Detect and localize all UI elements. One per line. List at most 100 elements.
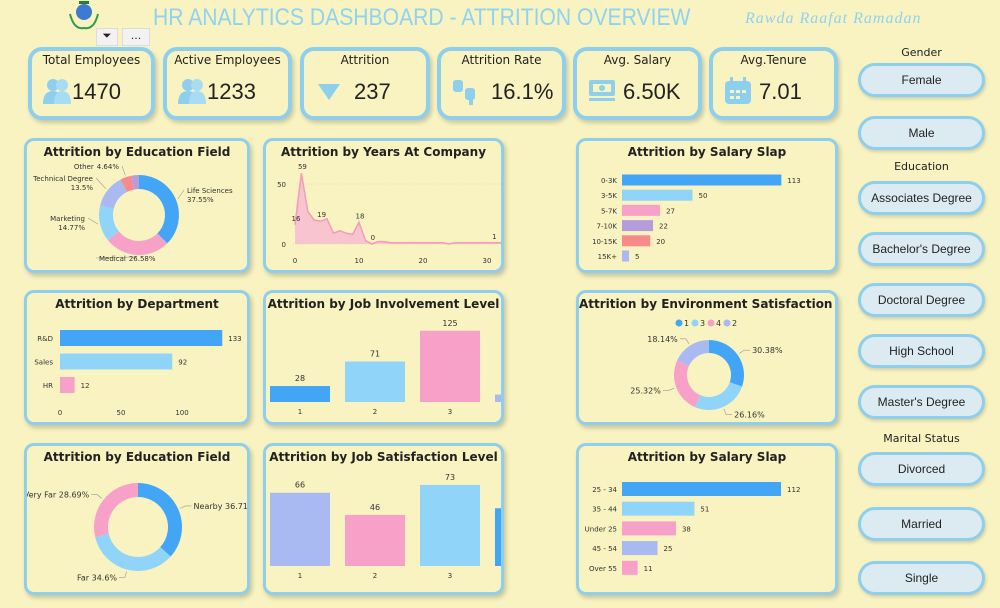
category-label: 1 [298,572,302,580]
category-label: 5-7K [601,207,617,215]
leader-line [739,349,751,354]
slicer-option-education[interactable]: Bachelor's Degree [858,232,985,266]
slice-label: 18.14% [647,335,678,344]
category-label: 35 - 44 [592,506,617,514]
slicer-option-education[interactable]: Doctoral Degree [858,283,985,317]
money-icon [587,76,617,104]
data-label: 73 [445,473,455,482]
data-label: 125 [442,319,457,328]
category-label: 0-3K [601,177,617,185]
kpi-label: Avg. Salary [603,53,672,67]
bar[interactable] [60,377,75,393]
pie-slice[interactable] [138,483,183,557]
data-label: 20 [656,238,665,246]
chart-title: Attrition by Salary Slap [627,145,787,159]
leader-line [662,387,675,391]
slice-label: Life Sciences [187,187,233,195]
kpi-value: 1470 [72,79,121,104]
slicer-option-gender[interactable]: Female [858,63,985,97]
chart-dept: Attrition by Department R&D 133 Sales 92 HR 12… [24,290,250,425]
pie-slice[interactable] [695,382,743,410]
bar[interactable] [622,174,782,186]
slicer-option-education[interactable]: High School [858,334,985,368]
pie-slice[interactable] [131,175,139,190]
slicer-option-education[interactable]: Master's Degree [858,385,985,419]
bar[interactable] [622,482,782,496]
chart-title: Attrition by Job Involvement Level [267,297,500,311]
pie-slice[interactable] [100,179,128,209]
bar[interactable] [622,220,654,232]
bar[interactable] [345,361,405,402]
slice-label: Medical 26.58% [99,255,156,263]
bar[interactable] [622,501,695,516]
bar[interactable] [420,330,480,402]
category-label: 15K+ [598,253,617,261]
pie-slice[interactable] [94,483,138,538]
bar[interactable] [60,330,223,346]
area-fill [295,173,501,244]
slice-label: Nearby 36.71% [194,502,247,511]
category-label: 3 [448,408,452,416]
chart-years: Attrition by Years At Company01020304005… [263,138,504,273]
chart-title: Attrition by Years At Company [280,145,487,159]
kpi-label: Avg.Tenure [740,53,807,67]
line-series[interactable] [294,173,501,245]
bar[interactable] [622,204,661,216]
filter-icon[interactable]: ⏷ [96,28,118,46]
education-slicer-header: Education [894,160,949,173]
chart-title: Attrition by Salary Slap [627,450,787,464]
category-label: 10-15K [592,238,617,246]
data-label: 12 [81,382,90,390]
data-label: 66 [295,481,305,490]
data-label: 16 [292,215,301,223]
legend-marker [723,319,731,327]
chart-title: Attrition by Education Field [43,450,231,464]
bar[interactable] [622,189,693,201]
data-label: 46 [370,503,380,512]
data-label: 28 [295,374,305,383]
slicer-option-marital[interactable]: Single [858,561,985,595]
bar[interactable] [495,508,501,566]
slicer-option-gender[interactable]: Male [858,116,985,150]
pie-slice[interactable] [98,205,119,241]
leader-line [91,494,103,499]
category-label: HR [43,382,53,390]
author-name: Rawda Raafat Ramadan [745,10,922,27]
data-label: 25 [664,545,673,553]
slicer-option-marital[interactable]: Divorced [858,452,985,486]
x-tick: 30 [483,257,492,265]
legend-marker [675,319,683,327]
bar[interactable] [345,514,405,566]
pie-slice[interactable] [674,360,701,408]
category-label: R&D [37,335,53,343]
bar[interactable] [622,521,676,536]
bar[interactable] [622,235,651,247]
slicer-option-marital[interactable]: Married [858,507,985,541]
bar[interactable] [60,353,173,370]
pie-slice[interactable] [120,175,135,192]
pie-slice[interactable] [709,340,744,387]
slice-label: Very Far 28.69% [27,491,90,500]
pie-slice[interactable] [139,175,179,244]
more-options-button[interactable]: ... [122,28,150,46]
chart-jobinv: Attrition by Job Involvement Level 28 1 71 2… [263,290,504,425]
slicer-option-education[interactable]: Associates Degree [858,181,985,215]
bar[interactable] [622,541,658,556]
bar[interactable] [495,394,501,402]
chart-age: Attrition by Salary Slap 25 - 34 112 35 - 4… [576,443,838,595]
pie-slice[interactable] [677,340,709,366]
bar[interactable] [622,250,630,262]
kpi-label: Active Employees [174,53,281,67]
pie-slice[interactable] [107,231,168,255]
bar[interactable] [622,560,638,575]
kpi-card: Attrition 237 [300,47,430,120]
pie-slice[interactable] [95,533,171,571]
bar[interactable] [270,386,330,402]
marital-slicer-header: Marital Status [883,432,960,445]
data-label: 19 [317,211,326,219]
slice-label: Other [74,163,94,171]
legend-label: 4 [716,319,721,328]
bar[interactable] [270,492,330,566]
data-label: 112 [787,486,800,494]
bar[interactable] [420,484,480,566]
